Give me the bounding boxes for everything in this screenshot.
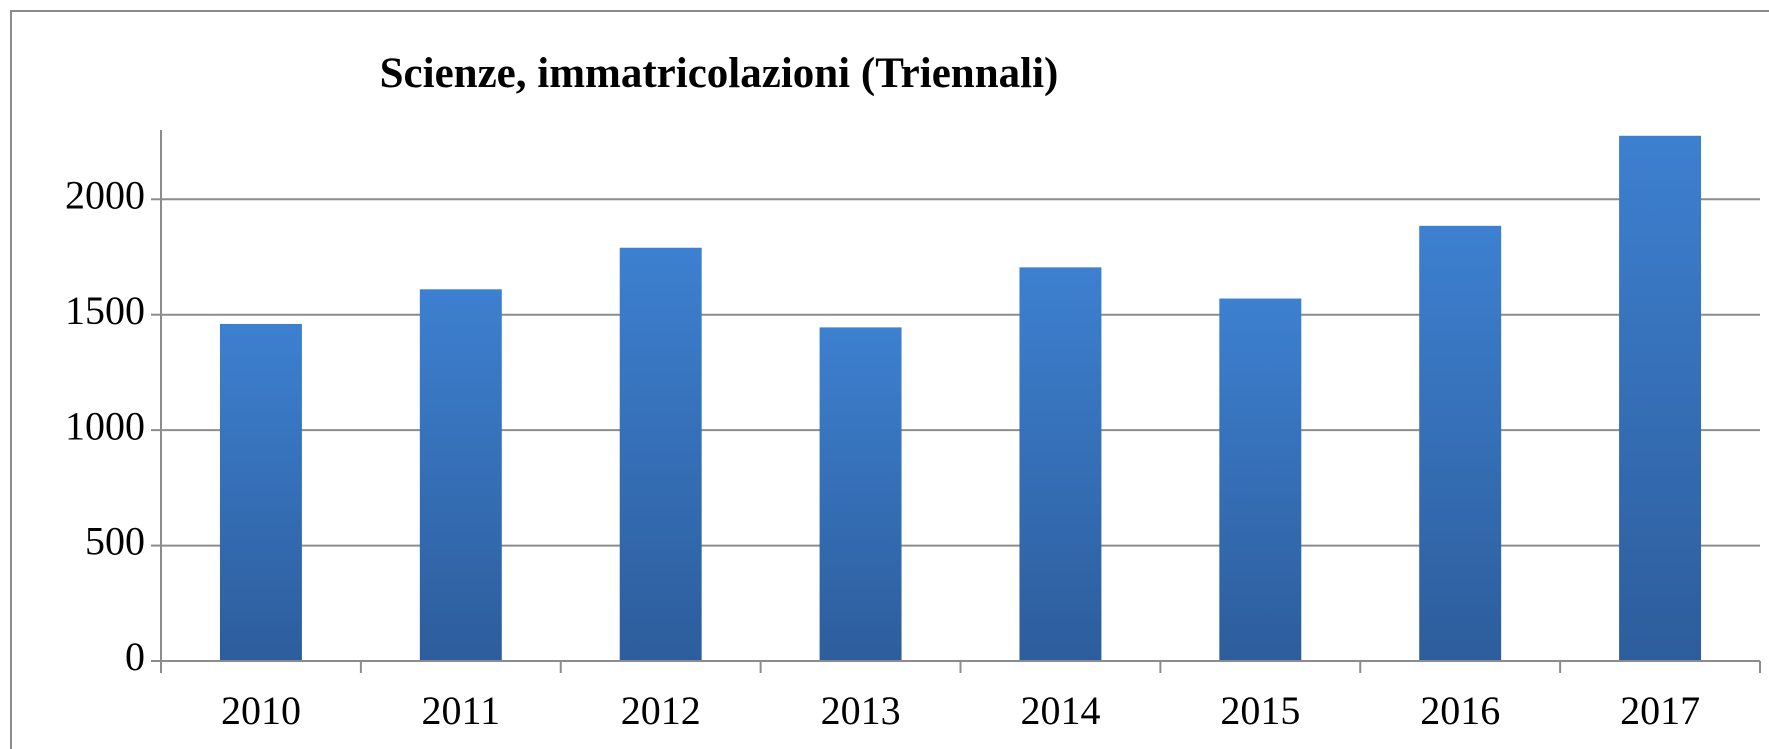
y-tick-label: 500 bbox=[85, 519, 145, 564]
bar bbox=[1419, 225, 1502, 662]
x-tick-label: 2017 bbox=[1620, 688, 1700, 733]
y-tick-label: 2000 bbox=[65, 172, 145, 217]
bar bbox=[419, 289, 502, 661]
x-tick-label: 2012 bbox=[621, 688, 701, 733]
y-tick-label: 0 bbox=[125, 634, 145, 679]
grid bbox=[161, 198, 1760, 662]
x-tick-label: 2010 bbox=[221, 688, 301, 733]
x-tick-label: 2013 bbox=[821, 688, 901, 733]
x-tick-label: 2011 bbox=[422, 688, 501, 733]
x-tick-label: 2014 bbox=[1020, 688, 1100, 733]
bar bbox=[1019, 267, 1102, 661]
bars bbox=[219, 135, 1702, 662]
y-tick-label: 1000 bbox=[65, 403, 145, 448]
bar bbox=[619, 247, 702, 662]
y-tick-label: 1500 bbox=[65, 288, 145, 333]
x-tick-label: 2015 bbox=[1220, 688, 1300, 733]
bar bbox=[1619, 135, 1702, 662]
x-tick-label: 2016 bbox=[1420, 688, 1500, 733]
chart-frame bbox=[10, 10, 1769, 749]
axes: 0 500 1000 1500 2000 2010 2011 2012 2013 2014 2015… bbox=[65, 130, 1761, 733]
bar bbox=[819, 327, 902, 661]
bar bbox=[1219, 298, 1302, 661]
chart-title: Scienze, immatricolazioni (Triennali) bbox=[380, 50, 1059, 97]
bar bbox=[219, 323, 302, 661]
